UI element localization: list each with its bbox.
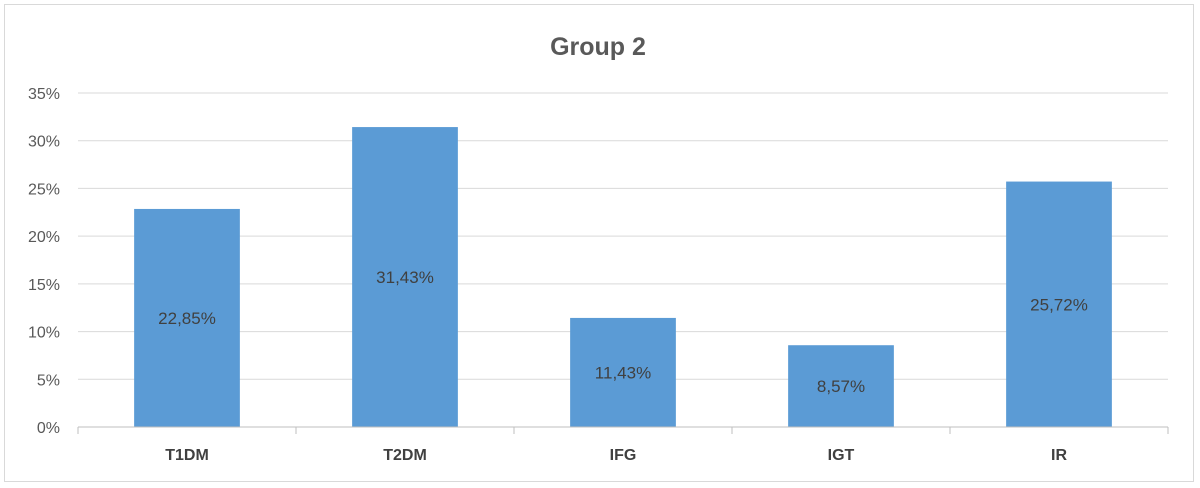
x-tick-label: IFG: [610, 447, 637, 464]
x-tick-label: T1DM: [165, 447, 209, 464]
y-tick-label: 10%: [28, 325, 60, 342]
x-tick-label: IGT: [828, 447, 855, 464]
y-axis-ticks: 0% 5% 10% 15% 20% 25% 30% 35%: [28, 86, 60, 437]
data-label: 31,43%: [376, 268, 434, 287]
bars: [134, 127, 1112, 428]
data-labels: 22,85% 31,43% 11,43% 8,57% 25,72%: [158, 268, 1088, 396]
x-axis-ticks: T1DM T2DM IFG IGT IR: [165, 447, 1067, 464]
x-axis: [77, 426, 1169, 434]
x-tick-label: IR: [1051, 447, 1067, 464]
data-label: 11,43%: [595, 363, 651, 382]
bar-ifg: [570, 317, 676, 427]
data-label: 8,57%: [817, 377, 865, 396]
data-label: 22,85%: [158, 309, 216, 328]
bar-ir: [1006, 181, 1112, 427]
x-tick-label: T2DM: [383, 447, 427, 464]
y-tick-label: 0%: [37, 420, 60, 437]
y-tick-label: 5%: [37, 372, 60, 389]
chart-title: Group 2: [550, 33, 646, 61]
bar-t2dm: [352, 127, 458, 428]
gridlines: [78, 92, 1168, 380]
y-tick-label: 20%: [28, 229, 60, 246]
y-tick-label: 30%: [28, 134, 60, 151]
bar-t1dm: [134, 208, 240, 427]
bar-igt: [788, 345, 894, 427]
y-tick-label: 15%: [28, 277, 60, 294]
y-tick-label: 25%: [28, 181, 60, 198]
data-label: 25,72%: [1030, 295, 1088, 314]
y-tick-label: 35%: [28, 86, 60, 103]
